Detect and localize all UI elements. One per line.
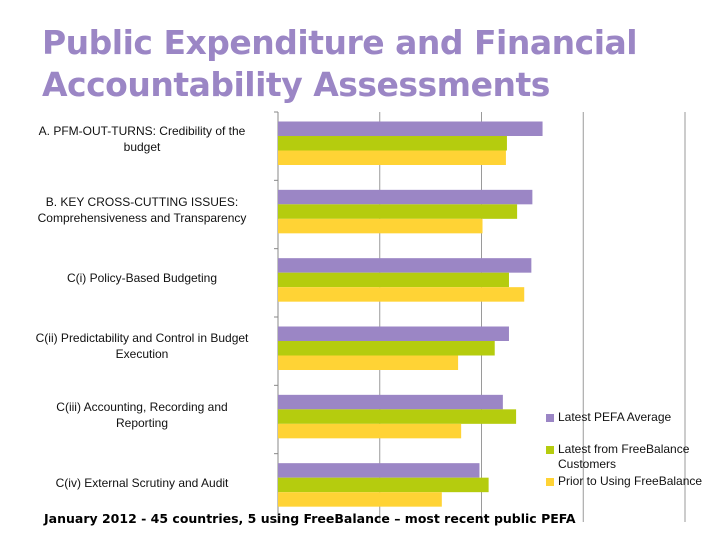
category-label-6: C(iv) External Scrutiny and Audit bbox=[20, 475, 264, 491]
bar-5-series-2 bbox=[278, 409, 517, 424]
bar-6-series-1 bbox=[278, 463, 480, 478]
page-title: Public Expenditure and Financial Account… bbox=[42, 22, 702, 106]
bar-2-series-2 bbox=[278, 204, 518, 219]
category-label-line: B. KEY CROSS-CUTTING ISSUES: bbox=[45, 194, 239, 209]
bar-2-series-1 bbox=[278, 189, 533, 205]
bar-4-series-2 bbox=[278, 341, 495, 356]
bar-4-series-3 bbox=[278, 355, 459, 370]
bar-1-series-3 bbox=[278, 150, 506, 165]
bar-6-series-2 bbox=[278, 477, 489, 493]
bar-5-series-1 bbox=[278, 394, 503, 410]
bar-1-series-2 bbox=[278, 136, 507, 151]
bar-3-series-2 bbox=[278, 272, 509, 288]
legend-swatch bbox=[546, 446, 554, 454]
title-line-2: Accountability Assessments bbox=[42, 65, 550, 104]
bar-3-series-3 bbox=[278, 287, 525, 302]
bar-6-series-3 bbox=[278, 492, 442, 507]
legend-label: Latest from FreeBalance Customers bbox=[558, 442, 690, 471]
category-label-line: Execution bbox=[115, 347, 169, 362]
category-label-line: Comprehensiveness and Transparency bbox=[37, 210, 247, 225]
category-label-1: A. PFM-OUT-TURNS: Credibility of the budg… bbox=[20, 123, 264, 155]
category-label-line: C(i) Policy-Based Budgeting bbox=[66, 270, 218, 285]
category-label-line: A. PFM-OUT-TURNS: Credibility of the bbox=[38, 124, 246, 139]
category-label-3: C(i) Policy-Based Budgeting bbox=[20, 270, 264, 286]
bar-2-series-3 bbox=[278, 218, 483, 234]
bar-4-series-1 bbox=[278, 326, 509, 341]
category-label-5: C(iii) Accounting, Recording and Reportin… bbox=[20, 399, 264, 431]
category-label-line: Reporting bbox=[115, 415, 169, 430]
category-label-line: C(ii) Predictability and Control in Budg… bbox=[35, 331, 249, 346]
category-label-line: budget bbox=[123, 140, 161, 155]
category-label-2: B. KEY CROSS-CUTTING ISSUES: Comprehensiv… bbox=[20, 194, 264, 226]
bar-5-series-3 bbox=[278, 423, 462, 439]
legend-swatch bbox=[546, 478, 554, 486]
category-label-4: C(ii) Predictability and Control in Budg… bbox=[20, 330, 264, 362]
legend-label: Prior to Using FreeBalance bbox=[558, 474, 703, 488]
bar-3-series-1 bbox=[278, 258, 532, 273]
category-label-line: C(iii) Accounting, Recording and bbox=[56, 399, 228, 414]
legend-swatch bbox=[546, 414, 554, 422]
category-label-line: C(iv) External Scrutiny and Audit bbox=[55, 475, 229, 490]
footnote: January 2012 - 45 countries, 5 using Fre… bbox=[44, 511, 576, 526]
title-line-1: Public Expenditure and Financial bbox=[42, 23, 638, 62]
legend-label: Latest PEFA Average bbox=[558, 410, 672, 424]
bar-1-series-1 bbox=[278, 121, 543, 136]
